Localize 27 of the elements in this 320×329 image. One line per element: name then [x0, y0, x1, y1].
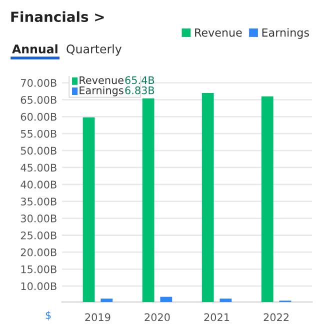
- text: Annual: [12, 44, 58, 54]
- y-tick-label: 70.00B: [21, 79, 56, 87]
- x-tick-label: 2019: [85, 313, 110, 322]
- legend-label: Earnings: [262, 28, 309, 39]
- y-tick-label: 55.00B: [20, 130, 56, 138]
- annotation: 6.83B: [125, 86, 154, 94]
- y-tick-label: 40.00B: [20, 180, 56, 189]
- legend-label: Revenue: [195, 28, 242, 37]
- annotation: 65.4B: [125, 76, 154, 84]
- text: $: [46, 310, 51, 320]
- annotation: Earnings: [80, 86, 124, 96]
- x-tick-label: 2020: [144, 313, 170, 322]
- text: Quarterly: [66, 44, 122, 56]
- y-tick-label: 15.00B: [21, 265, 56, 274]
- annotation: Revenue: [80, 76, 124, 84]
- y-tick-label: 25.00B: [20, 231, 56, 240]
- y-tick-label: 10.00B: [21, 282, 56, 290]
- x-tick-label: 2022: [264, 313, 288, 322]
- y-tick-label: 30.00B: [20, 214, 56, 222]
- y-tick-label: 35.00B: [20, 198, 56, 206]
- chart-title: Financials >: [11, 11, 104, 22]
- x-tick-label: 2021: [204, 313, 230, 322]
- y-tick-label: 65.00B: [20, 96, 56, 104]
- y-tick-label: 60.00B: [20, 112, 56, 121]
- y-tick-label: 20.00B: [20, 248, 56, 256]
- y-tick-label: 45.00B: [20, 164, 56, 172]
- y-tick-label: 50.00B: [20, 146, 56, 155]
